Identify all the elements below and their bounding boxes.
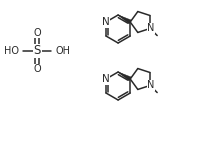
Text: O: O xyxy=(33,64,41,74)
Text: N: N xyxy=(102,74,110,84)
Text: N: N xyxy=(147,23,155,34)
Text: O: O xyxy=(33,28,41,38)
Polygon shape xyxy=(118,72,131,81)
Text: N: N xyxy=(147,80,155,90)
Text: OH: OH xyxy=(55,46,70,56)
Text: S: S xyxy=(34,45,41,58)
Text: HO: HO xyxy=(4,46,19,56)
Polygon shape xyxy=(118,15,131,24)
Text: N: N xyxy=(102,17,110,27)
